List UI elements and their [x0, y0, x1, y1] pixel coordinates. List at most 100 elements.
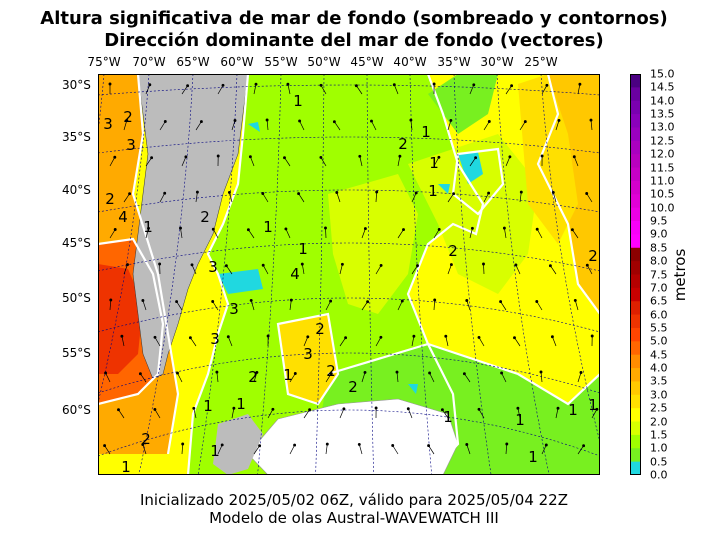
vector-arrow — [191, 264, 197, 275]
colorbar-tick-label: 9.0 — [650, 227, 668, 241]
vector-arrow-head — [462, 372, 466, 376]
vector-arrow-head — [379, 335, 383, 339]
vector-arrow-head — [374, 406, 378, 410]
vector-arrow — [411, 265, 418, 275]
vector-arrow-head — [579, 371, 583, 374]
vector-arrow — [250, 300, 255, 311]
colorbar-tick-label: 8.5 — [650, 241, 668, 255]
vector-arrow-head — [163, 120, 167, 123]
colorbar-cell — [630, 327, 641, 342]
vector-arrow-head — [474, 156, 478, 160]
vector-arrow-head — [186, 84, 190, 88]
contour-label: 1 — [143, 218, 153, 236]
vector-arrow-head — [220, 443, 224, 447]
vector-arrow-head — [551, 190, 555, 194]
parallel-line — [98, 297, 600, 333]
vector-arrow — [447, 264, 452, 275]
vector-arrow — [552, 336, 557, 347]
vector-arrow-head — [499, 300, 503, 304]
vector-arrow — [359, 156, 363, 167]
vector-arrow-head — [523, 120, 527, 124]
colorbar-cell — [630, 180, 641, 195]
model-name-text: Modelo de olas Austral-WAVEWATCH III — [209, 509, 499, 527]
vector-arrow-head — [211, 227, 215, 231]
vector-arrow-head — [342, 407, 346, 411]
contour-label: 1 — [568, 401, 578, 419]
colorbar-tick-label: 10.0 — [650, 201, 675, 215]
vector-arrow — [195, 192, 198, 203]
vector-arrow — [325, 300, 331, 311]
vector-arrow-head — [289, 298, 293, 302]
field-2.5-3-east — [518, 74, 578, 244]
vector-arrow-head — [358, 154, 362, 158]
meridian-line — [540, 74, 600, 444]
contour-label: 3 — [210, 330, 220, 348]
contour-label: 2 — [105, 190, 115, 208]
vector-arrow — [325, 227, 327, 239]
vector-arrow-head — [510, 84, 514, 88]
vector-arrow — [227, 336, 233, 347]
contour-label: 1 — [588, 396, 598, 414]
contour-label: 1 — [515, 411, 525, 429]
vector-arrow-head — [233, 119, 237, 122]
colorbar-cell — [630, 114, 641, 128]
field-5-6-west — [98, 264, 143, 374]
vector-arrow — [266, 119, 269, 131]
vector-arrow — [428, 445, 435, 455]
vector-arrow — [142, 444, 147, 455]
vector-arrow-head — [440, 408, 444, 412]
vector-arrow-head — [163, 191, 167, 195]
vector-arrow-head — [109, 298, 113, 302]
contour-label: 1 — [528, 448, 538, 466]
vector-arrow — [212, 229, 219, 239]
vector-arrow — [478, 409, 485, 419]
contour-label: 2 — [123, 108, 133, 126]
vector-arrow — [320, 85, 327, 95]
vector-arrow — [325, 373, 332, 383]
vector-arrow-head — [556, 406, 560, 410]
vector-arrow — [325, 444, 328, 455]
vector-arrow — [285, 228, 291, 239]
vector-arrow-head — [113, 228, 117, 231]
colorbar-tick-label: 6.0 — [650, 308, 668, 322]
contour-label: 3 — [303, 345, 313, 363]
colorbar-tick-label: 12.5 — [650, 134, 675, 148]
vector-arrow-head — [487, 191, 491, 195]
vector-arrow-head — [117, 408, 120, 412]
vector-arrow-head — [147, 226, 150, 230]
longitude-label: 65°W — [176, 55, 210, 69]
vector-arrow — [190, 337, 197, 347]
vector-arrow — [303, 336, 309, 347]
vector-arrow-head — [181, 442, 185, 446]
latitude-label: 60°S — [62, 403, 91, 417]
vector-arrow — [464, 373, 471, 383]
vector-arrow — [397, 300, 403, 311]
colorbar-tick-label: 9.5 — [650, 214, 668, 228]
vector-arrow — [552, 192, 557, 203]
colorbar-tick-label: 5.0 — [650, 334, 668, 348]
vector-arrow-head — [550, 335, 554, 339]
colorbar-cell — [630, 127, 641, 142]
field-yellow-mid — [278, 314, 338, 404]
colorbar-tick-label: 14.5 — [650, 80, 675, 94]
contour-label: 1 — [283, 366, 293, 384]
contour-label: 4 — [290, 265, 300, 283]
vector-arrow — [469, 84, 475, 95]
contour-label: 2 — [588, 247, 598, 265]
vector-arrow — [447, 193, 454, 203]
vector-arrow-head — [409, 118, 413, 122]
vector-arrow-head — [153, 407, 157, 411]
contour-label: 3 — [229, 300, 239, 318]
longitude-label: 55°W — [264, 55, 298, 69]
vector-arrow — [145, 84, 151, 95]
meridian-line — [453, 74, 492, 475]
contour-label: 2 — [448, 242, 458, 260]
colorbar-cell — [630, 140, 641, 155]
vector-arrow-head — [103, 444, 107, 448]
vector-arrow-head — [226, 335, 230, 339]
vector-arrow — [447, 120, 452, 131]
vector-arrow-head — [392, 83, 396, 87]
colorbar-tick-label: 5.5 — [650, 321, 668, 335]
vector-arrow-head — [329, 299, 333, 303]
vector-arrow — [123, 264, 128, 275]
